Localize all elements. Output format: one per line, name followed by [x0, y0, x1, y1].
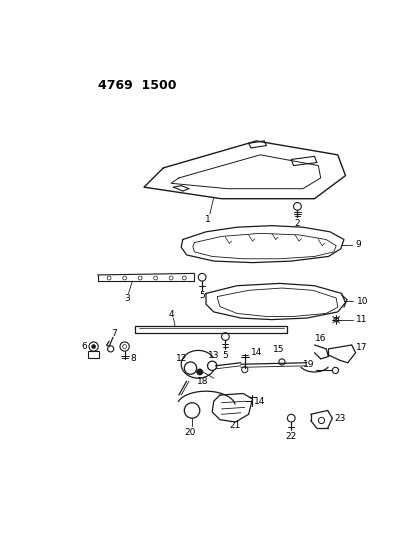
Text: 11: 11 — [356, 315, 368, 324]
Text: 19: 19 — [303, 360, 315, 369]
Text: 14: 14 — [251, 348, 262, 357]
Text: 9: 9 — [356, 240, 361, 249]
Text: 12: 12 — [175, 353, 187, 362]
Bar — [88, 351, 99, 358]
Text: 5: 5 — [222, 351, 228, 360]
Text: 18: 18 — [197, 377, 208, 386]
Text: 4769  1500: 4769 1500 — [98, 79, 176, 92]
Text: 22: 22 — [286, 432, 297, 441]
Text: 1: 1 — [206, 215, 211, 224]
Text: 5: 5 — [199, 291, 205, 300]
Text: 7: 7 — [112, 329, 118, 338]
Circle shape — [197, 369, 203, 375]
Text: 2: 2 — [295, 219, 300, 228]
Text: 21: 21 — [230, 422, 241, 430]
Circle shape — [92, 345, 95, 349]
Text: 14: 14 — [254, 397, 266, 406]
Text: 3: 3 — [124, 294, 130, 303]
Text: 6: 6 — [82, 342, 87, 351]
Text: 13: 13 — [208, 351, 220, 360]
Text: 23: 23 — [334, 414, 345, 423]
Text: 20: 20 — [185, 427, 196, 437]
Text: 10: 10 — [357, 297, 368, 305]
Text: 8: 8 — [131, 354, 137, 364]
Text: 4: 4 — [169, 310, 174, 319]
Text: 15: 15 — [273, 345, 285, 354]
Text: 17: 17 — [356, 343, 368, 352]
Text: 16: 16 — [315, 334, 326, 343]
